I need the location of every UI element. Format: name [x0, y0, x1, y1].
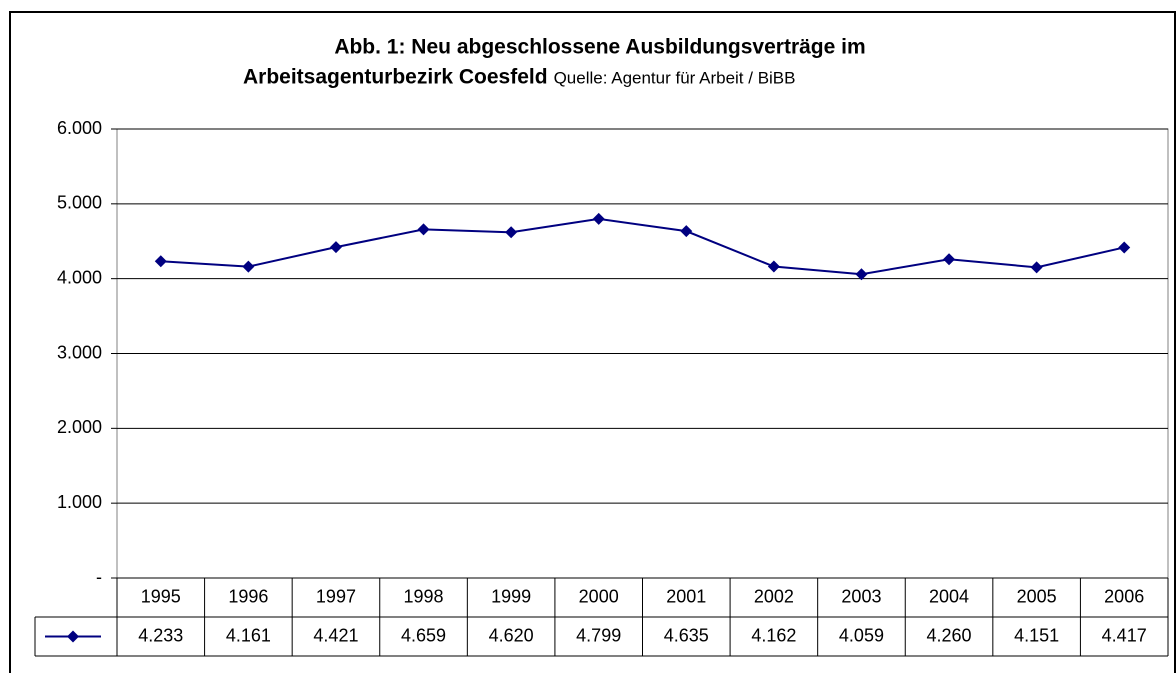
x-tick-label: 1999 — [491, 586, 531, 606]
data-point — [855, 268, 868, 281]
data-point — [154, 255, 167, 268]
data-point — [767, 260, 780, 273]
table-value: 4.635 — [664, 625, 709, 645]
y-tick-label: 3.000 — [57, 342, 102, 362]
data-point — [242, 260, 255, 273]
data-point — [505, 226, 518, 239]
data-point — [417, 223, 430, 236]
y-tick-label: 1.000 — [57, 492, 102, 512]
table-value: 4.620 — [489, 625, 534, 645]
x-tick-label: 1997 — [316, 586, 356, 606]
data-point — [592, 212, 605, 225]
legend-key — [67, 630, 79, 643]
y-tick-label: 2.000 — [57, 417, 102, 437]
table-value: 4.260 — [927, 625, 972, 645]
y-tick-label: 5.000 — [57, 193, 102, 213]
table-value: 4.417 — [1102, 625, 1147, 645]
y-tick-label: - — [96, 567, 102, 587]
table-value: 4.421 — [313, 625, 358, 645]
data-point — [680, 225, 693, 238]
table-value: 4.799 — [576, 625, 621, 645]
y-tick-label: 4.000 — [57, 267, 102, 287]
data-point — [1030, 261, 1043, 274]
x-tick-label: 1996 — [228, 586, 268, 606]
table-value: 4.059 — [839, 625, 884, 645]
table-value: 4.659 — [401, 625, 446, 645]
x-tick-label: 2004 — [929, 586, 969, 606]
table-value: 4.162 — [751, 625, 796, 645]
chart-title: Abb. 1: Neu abgeschlossene Ausbildungsve… — [334, 36, 865, 59]
chart-subtitle: Quelle: Agentur für Arbeit / BiBB — [554, 68, 796, 87]
x-tick-label: 2006 — [1104, 586, 1144, 606]
data-point — [329, 241, 342, 254]
x-tick-label: 2005 — [1017, 586, 1057, 606]
x-tick-label: 2003 — [841, 586, 881, 606]
data-point — [1118, 241, 1131, 254]
x-tick-label: 2002 — [754, 586, 794, 606]
table-value: 4.161 — [226, 625, 271, 645]
y-tick-label: 6.000 — [57, 118, 102, 138]
x-tick-label: 2000 — [579, 586, 619, 606]
chart-title: Arbeitsagenturbezirk Coesfeld — [243, 66, 548, 89]
x-tick-label: 1995 — [141, 586, 181, 606]
table-value: 4.233 — [138, 625, 183, 645]
x-tick-label: 2001 — [666, 586, 706, 606]
chart-frame — [9, 11, 1176, 673]
data-point — [943, 253, 956, 266]
table-value: 4.151 — [1014, 625, 1059, 645]
series-line — [160, 217, 1125, 276]
x-tick-label: 1998 — [404, 586, 444, 606]
